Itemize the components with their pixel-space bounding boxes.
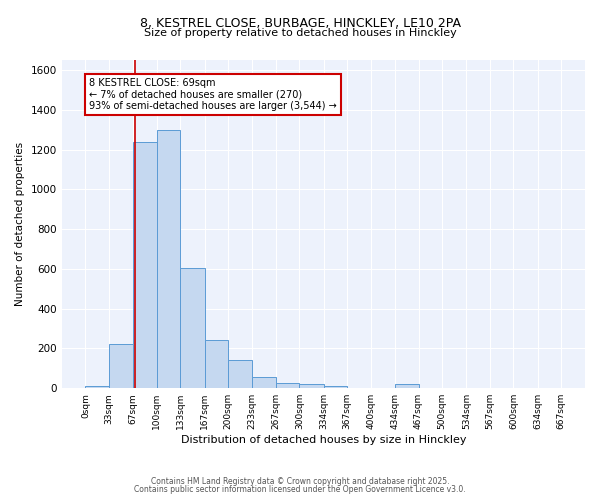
Text: 8 KESTREL CLOSE: 69sqm
← 7% of detached houses are smaller (270)
93% of semi-det: 8 KESTREL CLOSE: 69sqm ← 7% of detached … [89, 78, 337, 111]
Text: Contains public sector information licensed under the Open Government Licence v3: Contains public sector information licen… [134, 485, 466, 494]
Text: Size of property relative to detached houses in Hinckley: Size of property relative to detached ho… [143, 28, 457, 38]
Bar [157, 130, 181, 388]
Bar [205, 340, 228, 388]
Bar [299, 384, 323, 388]
Text: 8, KESTREL CLOSE, BURBAGE, HINCKLEY, LE10 2PA: 8, KESTREL CLOSE, BURBAGE, HINCKLEY, LE1… [139, 18, 461, 30]
Bar [109, 344, 133, 388]
Bar [181, 268, 205, 388]
Bar [228, 360, 251, 388]
Bar [251, 378, 276, 388]
Text: Contains HM Land Registry data © Crown copyright and database right 2025.: Contains HM Land Registry data © Crown c… [151, 477, 449, 486]
Bar [276, 383, 299, 388]
Bar [323, 386, 347, 388]
Y-axis label: Number of detached properties: Number of detached properties [15, 142, 25, 306]
Bar [395, 384, 419, 388]
Bar [133, 142, 157, 388]
Bar [85, 386, 109, 388]
X-axis label: Distribution of detached houses by size in Hinckley: Distribution of detached houses by size … [181, 435, 466, 445]
